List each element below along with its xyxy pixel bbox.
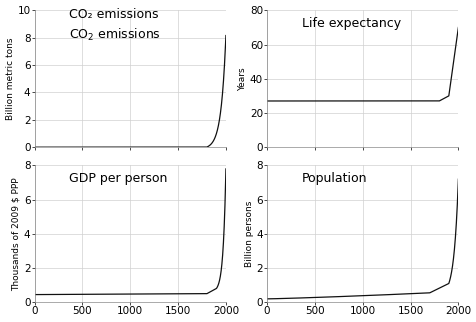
Text: Life expectancy: Life expectancy: [301, 17, 400, 30]
Y-axis label: Billion metric tons: Billion metric tons: [6, 37, 15, 120]
Text: GDP per person: GDP per person: [69, 172, 167, 185]
Y-axis label: Thousands of 2009 $ PPP: Thousands of 2009 $ PPP: [12, 177, 21, 291]
Y-axis label: Billion persons: Billion persons: [244, 201, 253, 267]
Text: CO$_2$ emissions: CO$_2$ emissions: [69, 27, 160, 43]
Text: CO₂ emissions: CO₂ emissions: [69, 8, 158, 22]
Text: Population: Population: [301, 172, 366, 185]
Y-axis label: Years: Years: [238, 67, 247, 90]
